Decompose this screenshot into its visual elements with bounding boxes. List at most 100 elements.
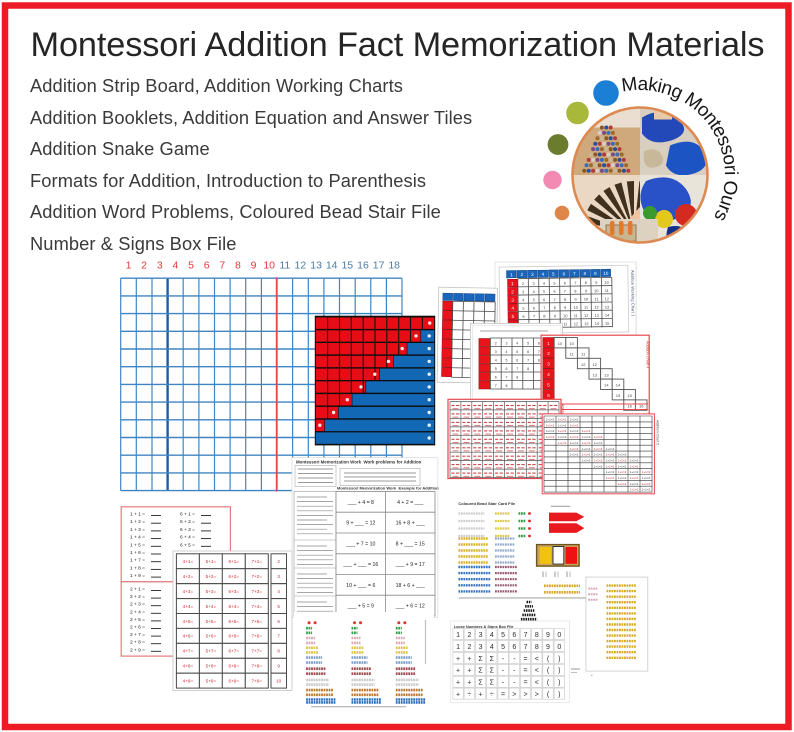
svg-text:4+8=: 4+8=	[183, 664, 194, 669]
svg-text:(: (	[547, 680, 550, 687]
svg-text:7: 7	[277, 634, 280, 639]
svg-text:6: 6	[527, 350, 529, 354]
svg-text:=: =	[524, 680, 528, 687]
svg-text:1 + 5 =: 1 + 5 =	[130, 542, 145, 548]
svg-text:(: (	[547, 668, 550, 675]
svg-text:+: +	[467, 656, 471, 663]
svg-text:11: 11	[584, 306, 588, 310]
svg-text:4+9=: 4+9=	[183, 679, 194, 684]
svg-text:18: 18	[388, 260, 400, 272]
svg-text:1+1=2: 1+1=2	[630, 476, 639, 480]
svg-text:3: 3	[479, 644, 483, 651]
svg-text:=: =	[524, 656, 528, 663]
svg-text:1+1=2: 1+1=2	[546, 423, 555, 427]
svg-text:6: 6	[538, 341, 540, 345]
svg-text:1+1=2: 1+1=2	[642, 482, 651, 486]
svg-text:6: 6	[522, 315, 524, 319]
svg-text:3: 3	[531, 272, 534, 277]
svg-text:7: 7	[524, 644, 528, 651]
svg-text:9: 9	[546, 632, 550, 639]
svg-text:): )	[558, 680, 560, 687]
svg-text:6 + 5 =: 6 + 5 =	[180, 542, 195, 548]
svg-text:15: 15	[605, 322, 609, 326]
svg-text:5: 5	[516, 350, 518, 354]
svg-text:4: 4	[547, 372, 550, 377]
svg-text:1+1=2: 1+1=2	[630, 464, 639, 468]
svg-text:12: 12	[605, 297, 609, 301]
svg-text:Σ: Σ	[478, 656, 483, 663]
svg-text:7+8=: 7+8=	[252, 664, 263, 669]
svg-text:2: 2	[467, 644, 471, 651]
svg-text:4: 4	[490, 632, 494, 639]
svg-text:2: 2	[522, 282, 524, 286]
svg-text:1+1=2: 1+1=2	[558, 435, 567, 439]
svg-text:1+1=2: 1+1=2	[582, 458, 591, 462]
svg-text:1: 1	[126, 260, 132, 272]
svg-text:1+1=2: 1+1=2	[606, 453, 615, 457]
svg-text:5: 5	[501, 644, 505, 651]
svg-text:10: 10	[594, 289, 598, 293]
svg-text:5+9=: 5+9=	[206, 679, 217, 684]
svg-text:6: 6	[533, 306, 535, 310]
svg-text:1+1=2: 1+1=2	[606, 447, 615, 451]
svg-text:7+9=: 7+9=	[252, 679, 263, 684]
svg-text:9: 9	[575, 298, 577, 302]
svg-text:8: 8	[554, 306, 556, 310]
svg-text:6: 6	[495, 375, 497, 379]
svg-text:+: +	[467, 668, 471, 675]
svg-text:6+9=: 6+9=	[229, 679, 240, 684]
svg-text:1+1=2: 1+1=2	[630, 482, 639, 486]
svg-text:9 + ___ = 12: 9 + ___ = 12	[346, 521, 375, 527]
svg-text:12: 12	[295, 260, 307, 272]
svg-text:+: +	[456, 656, 460, 663]
svg-text:1: 1	[510, 272, 513, 277]
svg-text:5+3=: 5+3=	[206, 589, 217, 594]
svg-text:8: 8	[584, 271, 587, 276]
svg-text:1 + 9 =: 1 + 9 =	[130, 573, 145, 579]
svg-text:-: -	[513, 668, 516, 675]
svg-text:11: 11	[605, 289, 609, 293]
svg-text:1+1=2: 1+1=2	[582, 435, 591, 439]
svg-text:1+1=2: 1+1=2	[606, 470, 615, 474]
svg-text:9: 9	[251, 260, 257, 272]
svg-text:1+1=2: 1+1=2	[582, 453, 591, 457]
svg-text:5: 5	[506, 358, 508, 362]
svg-text:___ + ___ = 16: ___ + ___ = 16	[342, 562, 378, 568]
svg-text:1: 1	[456, 644, 460, 651]
svg-text:>: >	[535, 692, 539, 699]
svg-text:7: 7	[543, 306, 545, 310]
svg-text:7: 7	[495, 384, 497, 388]
svg-text:2 + 2 =: 2 + 2 =	[130, 594, 145, 600]
svg-text:6: 6	[547, 393, 550, 398]
svg-text:2: 2	[495, 341, 497, 345]
svg-text:1 + 2 =: 1 + 2 =	[130, 519, 145, 525]
svg-text:6: 6	[512, 644, 516, 651]
svg-text:___ + 4 = 8: ___ + 4 = 8	[347, 500, 374, 506]
svg-text:2 + 5 =: 2 + 5 =	[130, 617, 145, 623]
svg-text:⌄: ⌄	[590, 672, 594, 678]
svg-text:1 + 1 =: 1 + 1 =	[130, 512, 145, 518]
svg-text:Montessori Memorization Work: Montessori Memorization Work Work proble…	[296, 460, 422, 465]
svg-text:___ + 6 = 12: ___ + 6 = 12	[395, 604, 425, 610]
svg-text:2: 2	[277, 559, 280, 564]
svg-text:12: 12	[584, 314, 588, 318]
svg-text:8: 8	[574, 289, 576, 293]
svg-text:4+5=: 4+5=	[183, 619, 194, 624]
svg-text:5: 5	[553, 282, 555, 286]
svg-text:7: 7	[219, 260, 225, 272]
svg-text:1 + 4 =: 1 + 4 =	[130, 535, 145, 541]
svg-text:>: >	[512, 692, 516, 699]
svg-text:10: 10	[603, 271, 609, 276]
svg-text:3: 3	[157, 260, 163, 272]
svg-text:4: 4	[172, 260, 178, 272]
svg-text:1+1=2: 1+1=2	[558, 441, 567, 445]
svg-text:5: 5	[495, 367, 497, 371]
svg-text:1+1=2: 1+1=2	[582, 447, 591, 451]
svg-text:7: 7	[574, 281, 576, 285]
svg-text:-: -	[513, 656, 516, 663]
svg-text:2 + 9 =: 2 + 9 =	[130, 647, 145, 653]
svg-text:2: 2	[141, 260, 147, 272]
svg-text:1+1=2: 1+1=2	[558, 423, 567, 427]
svg-text:6+5=: 6+5=	[229, 619, 240, 624]
svg-text:8: 8	[585, 281, 587, 285]
